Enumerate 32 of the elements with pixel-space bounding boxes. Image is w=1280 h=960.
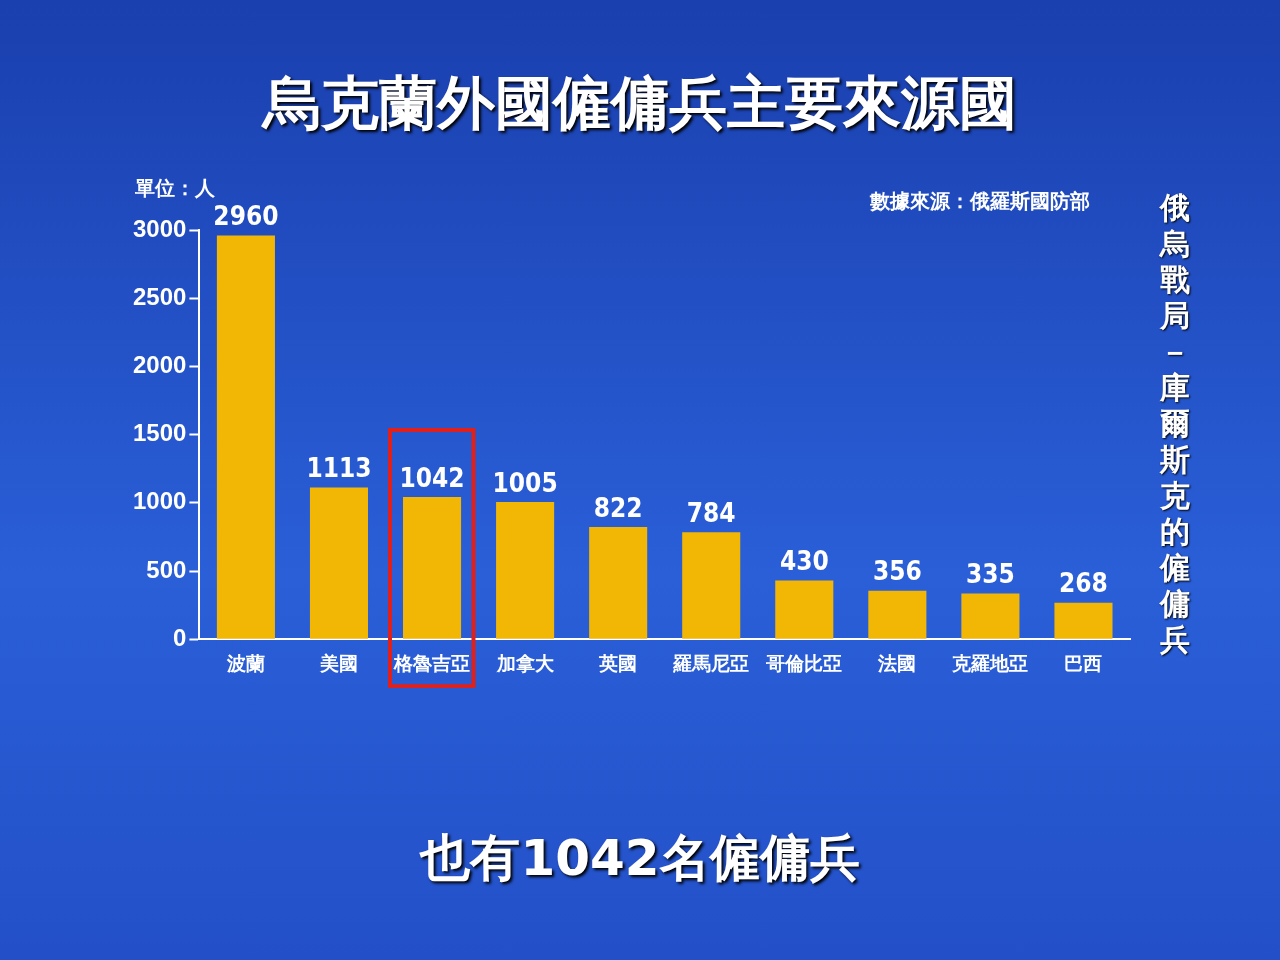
x-tick-label: 哥倫比亞: [765, 652, 843, 674]
x-tick-label: 法國: [877, 652, 917, 674]
x-tick-label: 波蘭: [225, 652, 265, 674]
data-label: 1113: [306, 453, 372, 484]
x-tick-label: 英國: [598, 652, 638, 674]
data-label: 356: [872, 556, 922, 587]
data-label: 430: [779, 546, 829, 577]
y-tick-label: 2500: [133, 282, 187, 310]
x-tick-label: 格魯吉亞: [393, 652, 471, 674]
y-tick-label: 0: [173, 623, 187, 651]
data-label: 1042: [399, 462, 465, 493]
x-tick-label: 加拿大: [495, 652, 555, 674]
data-label: 268: [1059, 568, 1108, 599]
x-tick-label: 克羅地亞: [951, 652, 1029, 674]
y-tick-label: 2000: [133, 351, 187, 379]
y-axis-title: 單位：人: [135, 175, 215, 202]
y-tick-label: 1000: [133, 487, 187, 515]
text: 數據來源：俄羅斯國防部: [870, 188, 1090, 215]
data-label: 822: [593, 492, 643, 523]
data-label: 335: [965, 559, 1015, 590]
x-tick-label: 羅馬尼亞: [672, 652, 750, 674]
data-label: 784: [686, 498, 736, 529]
text: 也有1042名僱傭兵: [418, 828, 861, 889]
y-tick-label: 500: [146, 555, 187, 583]
data-label: 2960: [213, 201, 279, 232]
text: 俄烏戰局－庫爾斯克的僱傭兵: [1160, 190, 1190, 657]
x-tick-label: 巴西: [1064, 652, 1103, 674]
chart-title: 烏克蘭外國僱傭兵主要來源國: [260, 68, 1018, 139]
y-tick-label: 3000: [133, 214, 187, 242]
data-label: 1005: [492, 467, 558, 498]
y-tick-label: 1500: [133, 419, 187, 447]
x-tick-label: 美國: [318, 652, 358, 674]
